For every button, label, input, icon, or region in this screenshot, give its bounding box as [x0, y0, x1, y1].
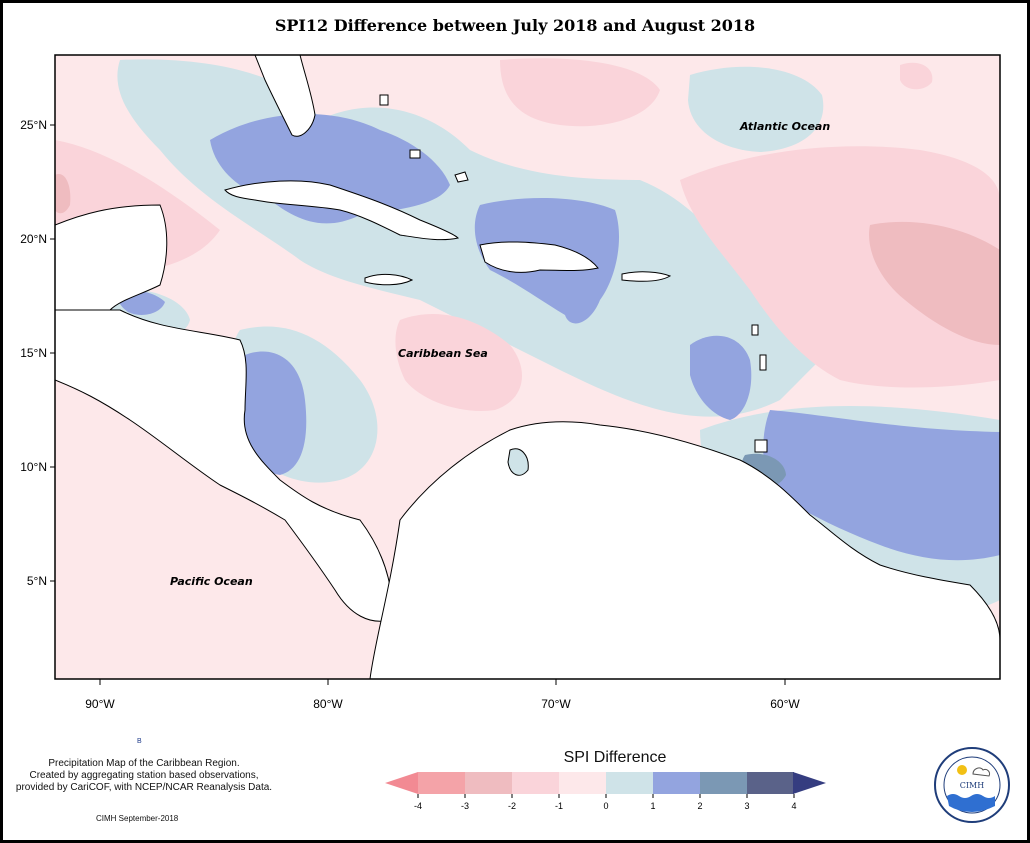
legend-tick-label: 1 — [650, 801, 655, 811]
legend-tick-label: 0 — [603, 801, 608, 811]
pacific-ocean-label: Pacific Ocean — [170, 575, 253, 588]
lon-tick-label: 60°W — [770, 697, 800, 711]
lon-tick-label: 90°W — [85, 697, 115, 711]
lon-tick-label: 70°W — [541, 697, 571, 711]
legend-tick-label: 4 — [791, 801, 796, 811]
legend-ticks: -4 -3 -2 -1 0 1 2 3 4 — [414, 794, 797, 811]
anomaly-zone-1-2 — [118, 113, 1000, 561]
legend-tick-label: -4 — [414, 801, 422, 811]
legend-left-arrow — [385, 772, 418, 794]
info-text: Precipitation Map of the Caribbean Regio… — [6, 758, 282, 794]
legend-tick-label: -2 — [508, 801, 516, 811]
waves-icon — [947, 794, 995, 812]
legend-swatch — [653, 772, 700, 794]
map-title: SPI12 Difference between July 2018 and A… — [274, 16, 756, 35]
info-line: Created by aggregating station based obs… — [29, 770, 259, 781]
cloud-icon — [972, 767, 990, 777]
anomaly-zone-neg1-neg2 — [55, 58, 1000, 411]
legend-swatch — [606, 772, 653, 794]
legend-swatch — [465, 772, 512, 794]
legend-title: SPI Difference — [563, 749, 667, 766]
sun-icon — [957, 765, 967, 775]
lat-tick-label: 5°N — [27, 574, 47, 588]
legend-colorbar: -4 -3 -2 -1 0 1 2 3 4 — [380, 770, 840, 824]
anomaly-zone-neg2-neg3 — [55, 174, 1000, 345]
map-border — [54, 54, 1001, 680]
land-masses — [55, 55, 1000, 679]
legend-swatch — [559, 772, 606, 794]
atlantic-ocean-label: Atlantic Ocean — [739, 120, 830, 133]
map-marker-text: B — [137, 738, 142, 745]
caribbean-sea-label: Caribbean Sea — [398, 347, 488, 360]
lon-tick-label: 80°W — [313, 697, 343, 711]
legend-tick-label: -1 — [555, 801, 563, 811]
legend-swatch — [747, 772, 794, 794]
lat-tick-label: 20°N — [20, 232, 47, 246]
info-line: provided by CariCOF, with NCEP/NCAR Rean… — [15, 782, 273, 793]
legend-svg: -4 -3 -2 -1 0 1 2 3 4 — [385, 772, 826, 811]
legend-swatch — [418, 772, 465, 794]
map-area: 25°N 20°N 15°N 10°N 5°N 90°W 80°W 70°W 6… — [20, 54, 1001, 711]
lat-tick-marks — [50, 124, 55, 582]
lakes — [507, 448, 529, 476]
legend-swatches — [418, 772, 794, 794]
legend-right-arrow — [793, 772, 826, 794]
info-line: Precipitation Map of the Caribbean Regio… — [48, 758, 240, 769]
legend-tick-label: 3 — [744, 801, 749, 811]
date-stamp: CIMH September-2018 — [96, 814, 179, 823]
lon-tick-marks — [99, 679, 786, 685]
logo-name: CIMH — [960, 781, 984, 790]
cimh-logo-svg: CIMH — [934, 747, 1010, 823]
cimh-logo: CIMH — [933, 746, 1011, 828]
lat-tick-label: 25°N — [20, 118, 47, 132]
legend-tick-label: -3 — [461, 801, 469, 811]
map-svg: 25°N 20°N 15°N 10°N 5°N 90°W 80°W 70°W 6… — [20, 54, 1001, 711]
legend-swatch — [700, 772, 747, 794]
lat-tick-label: 10°N — [20, 460, 47, 474]
lat-tick-label: 15°N — [20, 346, 47, 360]
legend-tick-label: 2 — [697, 801, 702, 811]
legend-swatch — [512, 772, 559, 794]
